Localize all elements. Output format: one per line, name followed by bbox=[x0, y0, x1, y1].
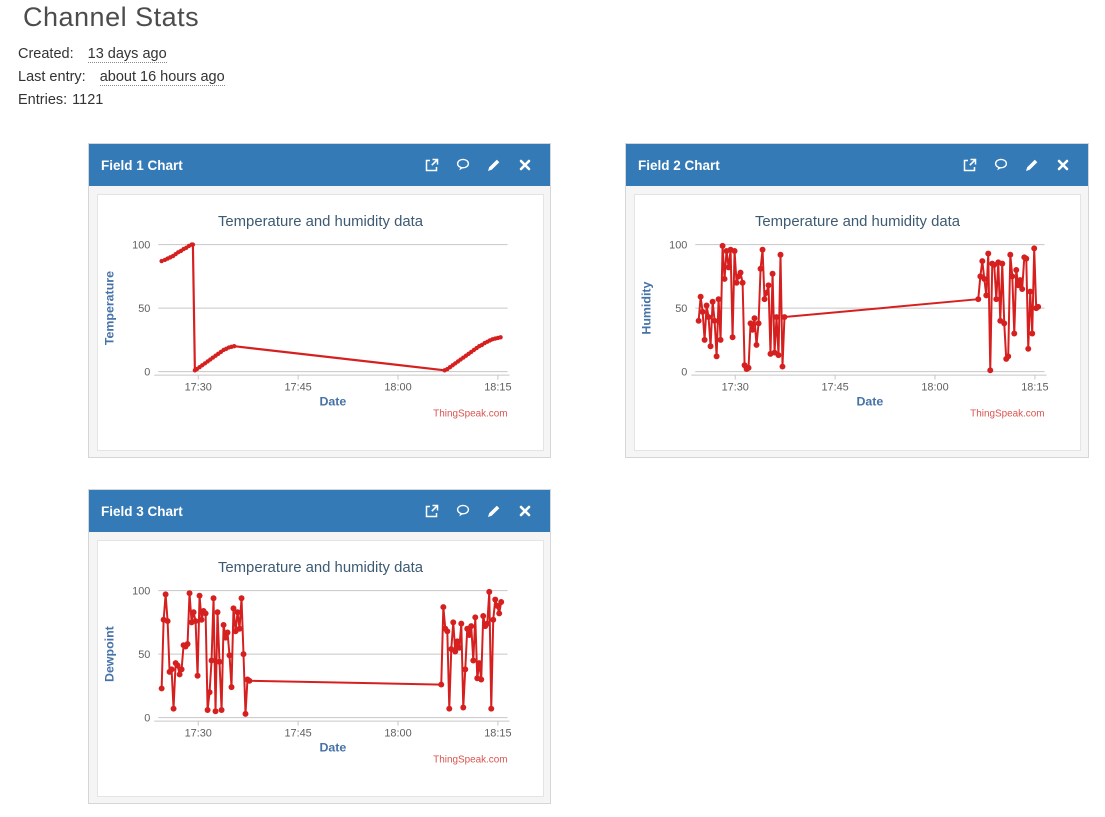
field1-chart-panel: Field 1 Chart Temperature and humidity d… bbox=[88, 143, 551, 458]
field1-panel-header: Field 1 Chart bbox=[89, 144, 550, 186]
svg-text:100: 100 bbox=[669, 240, 687, 252]
meta-last-entry: Last entry: about 16 hours ago bbox=[18, 66, 225, 89]
comment-icon[interactable] bbox=[456, 504, 470, 518]
svg-text:Date: Date bbox=[319, 394, 346, 408]
field2-panel-header: Field 2 Chart bbox=[626, 144, 1088, 186]
svg-text:17:45: 17:45 bbox=[821, 381, 848, 393]
svg-text:100: 100 bbox=[132, 240, 150, 252]
svg-text:50: 50 bbox=[138, 303, 150, 315]
edit-pencil-icon[interactable] bbox=[487, 504, 501, 518]
svg-text:17:30: 17:30 bbox=[185, 727, 212, 739]
svg-text:17:30: 17:30 bbox=[185, 381, 212, 393]
svg-text:Humidity: Humidity bbox=[640, 282, 654, 335]
meta-created: Created: 13 days ago bbox=[18, 43, 225, 66]
svg-text:17:45: 17:45 bbox=[284, 727, 311, 739]
panel-body: Temperature and humidity data Dewpoint 0 50… bbox=[89, 532, 550, 805]
field2-chart-panel: Field 2 Chart Temperature and humidity d… bbox=[625, 143, 1089, 458]
svg-text:0: 0 bbox=[144, 367, 150, 379]
svg-text:Temperature and humidity data: Temperature and humidity data bbox=[218, 560, 424, 576]
svg-text:Date: Date bbox=[319, 740, 346, 754]
svg-text:18:15: 18:15 bbox=[484, 727, 511, 739]
field2-chart: Temperature and humidity data Humidity 0 50… bbox=[634, 194, 1081, 451]
panel-body: Temperature and humidity data Humidity 0 50… bbox=[626, 186, 1088, 459]
field2-chart-svg: Temperature and humidity data Humidity 0 50… bbox=[640, 214, 1049, 420]
field3-chart-panel: Field 3 Chart Temperature and humidity d… bbox=[88, 489, 551, 804]
close-icon[interactable] bbox=[518, 504, 532, 518]
svg-text:17:30: 17:30 bbox=[722, 381, 749, 393]
close-icon[interactable] bbox=[1056, 158, 1070, 172]
svg-text:Temperature and humidity data: Temperature and humidity data bbox=[218, 214, 424, 230]
field3-chart-svg: Temperature and humidity data Dewpoint 0 50… bbox=[103, 560, 512, 766]
svg-text:50: 50 bbox=[138, 649, 150, 661]
svg-text:18:00: 18:00 bbox=[921, 381, 948, 393]
svg-text:0: 0 bbox=[681, 367, 687, 379]
svg-text:18:15: 18:15 bbox=[484, 381, 511, 393]
svg-text:18:00: 18:00 bbox=[384, 727, 411, 739]
svg-text:Temperature and humidity data: Temperature and humidity data bbox=[755, 214, 961, 230]
svg-text:ThingSpeak.com: ThingSpeak.com bbox=[433, 754, 507, 765]
svg-text:50: 50 bbox=[675, 303, 687, 315]
panel-actions bbox=[963, 158, 1070, 172]
svg-text:Date: Date bbox=[856, 394, 883, 408]
close-icon[interactable] bbox=[518, 158, 532, 172]
meta-last-entry-label: Last entry: bbox=[18, 69, 86, 85]
panel-actions bbox=[425, 504, 532, 518]
panel-title: Field 2 Chart bbox=[638, 157, 720, 173]
panel-title: Field 1 Chart bbox=[101, 157, 183, 173]
field3-panel-header: Field 3 Chart bbox=[89, 490, 550, 532]
svg-text:0: 0 bbox=[144, 713, 150, 725]
svg-text:18:15: 18:15 bbox=[1021, 381, 1048, 393]
external-link-icon[interactable] bbox=[425, 504, 439, 518]
svg-text:Temperature: Temperature bbox=[103, 271, 117, 345]
field1-chart: Temperature and humidity data Temperature… bbox=[97, 194, 544, 451]
panel-title: Field 3 Chart bbox=[101, 503, 183, 519]
page-title: Channel Stats bbox=[23, 2, 200, 32]
comment-icon[interactable] bbox=[994, 158, 1008, 172]
svg-text:Dewpoint: Dewpoint bbox=[103, 626, 117, 682]
edit-pencil-icon[interactable] bbox=[1025, 158, 1039, 172]
meta-entries-value: 1121 bbox=[72, 92, 104, 108]
field1-chart-svg: Temperature and humidity data Temperature… bbox=[103, 214, 512, 420]
external-link-icon[interactable] bbox=[425, 158, 439, 172]
comment-icon[interactable] bbox=[456, 158, 470, 172]
meta-created-value[interactable]: 13 days ago bbox=[87, 46, 167, 63]
meta-entries: Entries: 1121 bbox=[18, 89, 225, 112]
svg-text:100: 100 bbox=[132, 586, 150, 598]
svg-text:ThingSpeak.com: ThingSpeak.com bbox=[970, 408, 1044, 419]
edit-pencil-icon[interactable] bbox=[487, 158, 501, 172]
external-link-icon[interactable] bbox=[963, 158, 977, 172]
meta-entries-label: Entries: bbox=[18, 92, 68, 108]
meta-created-label: Created: bbox=[18, 46, 74, 62]
panel-actions bbox=[425, 158, 532, 172]
svg-text:ThingSpeak.com: ThingSpeak.com bbox=[433, 408, 507, 419]
meta-last-entry-value[interactable]: about 16 hours ago bbox=[99, 69, 225, 86]
panel-body: Temperature and humidity data Temperature… bbox=[89, 186, 550, 459]
svg-text:18:00: 18:00 bbox=[384, 381, 411, 393]
field3-chart: Temperature and humidity data Dewpoint 0 50… bbox=[97, 540, 544, 797]
channel-meta: Created: 13 days ago Last entry: about 16 … bbox=[18, 43, 225, 112]
svg-text:17:45: 17:45 bbox=[284, 381, 311, 393]
